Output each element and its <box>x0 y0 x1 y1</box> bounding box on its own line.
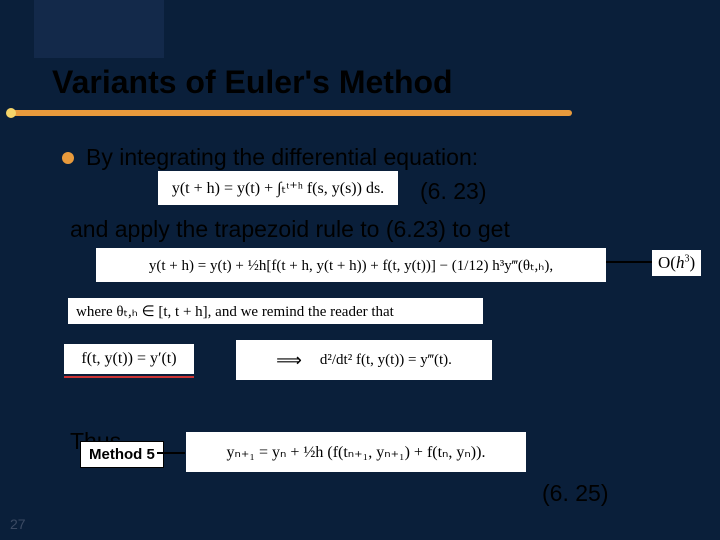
method-label-box: Method 5 <box>80 441 164 468</box>
header-accent-block <box>34 0 164 58</box>
implies-arrow: ⟹ <box>276 350 302 371</box>
body-line-2: and apply the trapezoid rule to (6.23) t… <box>70 216 510 243</box>
equation-deriv-right: ⟹ d²/dt² f(t, y(t)) = y‴(t). <box>236 340 492 380</box>
slide-title: Variants of Euler's Method <box>52 64 453 101</box>
error-order-text: O(h3) <box>658 253 695 272</box>
bullet-icon <box>62 152 74 164</box>
equation-trapezoid: y(t + h) = y(t) + ½h[f(t + h, y(t + h)) … <box>96 248 606 282</box>
equation-number-623: (6. 23) <box>420 178 486 205</box>
error-order-box: O(h3) <box>652 250 701 276</box>
equation-number-625: (6. 25) <box>542 480 608 507</box>
equation-method5: yₙ₊₁ = yₙ + ½h (f(tₙ₊₁, yₙ₊₁) + f(tₙ, yₙ… <box>186 432 526 472</box>
page-number: 27 <box>10 516 26 532</box>
method-connector <box>157 452 185 454</box>
title-underline <box>12 110 572 116</box>
equation-integral: y(t + h) = y(t) + ∫ₜᵗ⁺ʰ f(s, y(s)) ds. <box>158 171 398 205</box>
bullet-line-1: By integrating the differential equation… <box>86 144 478 171</box>
deriv-right-text: d²/dt² f(t, y(t)) = y‴(t). <box>320 352 452 369</box>
equation-deriv-left: f(t, y(t)) = y′(t) <box>64 344 194 374</box>
red-underline-left <box>64 376 194 378</box>
equation-theta: where θₜ,ₕ ∈ [t, t + h], and we remind t… <box>68 298 483 324</box>
connector-line <box>606 261 652 263</box>
